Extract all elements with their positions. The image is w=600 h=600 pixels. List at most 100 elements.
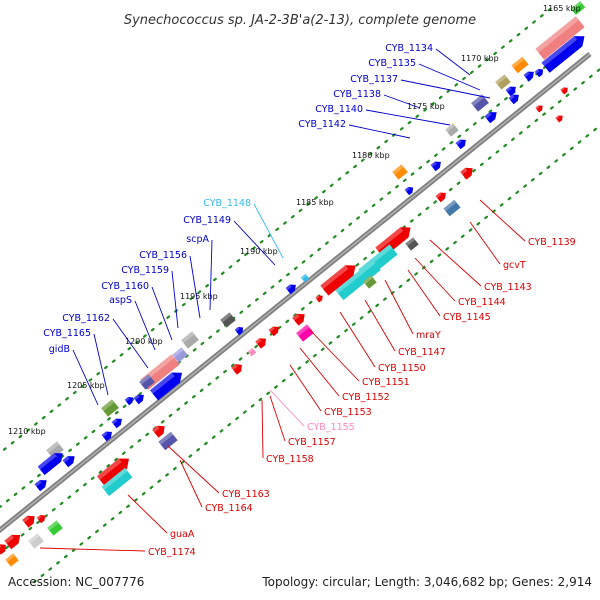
gene-box-32 — [220, 312, 236, 328]
gene-shine-2 — [541, 36, 578, 67]
gene-box-9 — [471, 94, 489, 112]
gene-feature-50 — [46, 441, 64, 459]
gene-feature-10 — [484, 112, 497, 124]
gene-shine-25 — [363, 275, 374, 285]
gene-shine-40 — [139, 374, 151, 385]
gene-feature-27 — [300, 273, 310, 283]
gene-shine-26 — [285, 284, 292, 291]
gene-box-35 — [231, 364, 242, 375]
gene-box-29 — [296, 324, 314, 342]
gene-box-30 — [268, 326, 279, 337]
gene-box-28 — [292, 313, 305, 326]
gene-shine-8 — [505, 86, 512, 93]
gene-shine-62 — [535, 105, 540, 110]
gene-shine-64 — [315, 295, 320, 300]
gene-label-cyb-1145: CYB_1145 — [443, 312, 491, 323]
gene-shine-5 — [534, 69, 540, 74]
gene-shine-45 — [101, 399, 115, 412]
gene-feature-23 — [335, 259, 381, 301]
gene-shine-59 — [5, 553, 16, 563]
gene-label-cyb-1143: CYB_1143 — [484, 282, 532, 293]
gene-shine-54 — [22, 515, 30, 523]
gene-box-12 — [445, 123, 459, 137]
gene-shine-41 — [133, 394, 140, 401]
leader-line-18 — [469, 221, 501, 265]
gene-box-6 — [570, 1, 586, 15]
gene-box-50 — [46, 441, 64, 459]
leader-line-34 — [39, 547, 146, 552]
gene-feature-47 — [101, 431, 112, 442]
forward-gene-labels: CYB_1134 CYB_1135 CYB_1137 CYB_1138 CYB_… — [43, 43, 433, 355]
gene-label-cyb-1134: CYB_1134 — [385, 43, 433, 54]
tick-ring-2 — [0, 38, 580, 509]
gene-box-24 — [320, 265, 356, 296]
kbp-label-1200: 1200 kbp — [125, 337, 163, 346]
gene-box-39 — [149, 372, 183, 401]
gene-shine-11 — [508, 94, 515, 101]
gene-label-cyb-1153: CYB_1153 — [324, 407, 372, 418]
leader-line-31 — [167, 445, 220, 494]
gene-shine-61 — [560, 87, 565, 92]
gene-feature-44 — [158, 431, 178, 451]
gene-feature-15 — [430, 161, 441, 172]
kbp-label-1205: 1205 kbp — [67, 381, 105, 390]
leader-line-16 — [72, 349, 99, 406]
gene-box-41 — [133, 394, 144, 405]
gene-feature-62 — [535, 105, 543, 113]
leader-line-2 — [418, 63, 481, 91]
gene-label-cyb-1140: CYB_1140 — [315, 104, 363, 115]
gene-shine-63 — [555, 115, 560, 120]
leader-line-33 — [127, 494, 168, 534]
gene-shine-12 — [445, 123, 456, 133]
gene-shine-32 — [220, 312, 232, 323]
gene-box-16 — [404, 187, 414, 196]
gene-box-44 — [158, 431, 178, 451]
gene-shine-55 — [4, 534, 15, 544]
gene-feature-55 — [4, 534, 21, 550]
gene-label-cyb-1147: CYB_1147 — [398, 347, 446, 358]
gene-shine-49 — [101, 467, 128, 491]
gene-feature-33 — [234, 327, 244, 336]
gene-box-17 — [460, 167, 473, 180]
gene-feature-39 — [149, 372, 183, 401]
gene-feature-41 — [133, 394, 144, 405]
gene-shine-28 — [292, 313, 300, 321]
gene-feature-11 — [508, 94, 519, 105]
gene-shine-3 — [511, 56, 525, 69]
map-title: Synechococcus sp. JA-2-3B'a(2-13), compl… — [124, 13, 476, 28]
gene-box-23 — [335, 259, 381, 301]
gene-feature-37 — [172, 347, 188, 363]
gene-box-61 — [560, 87, 568, 95]
gene-box-21 — [405, 237, 419, 251]
gene-box-46 — [111, 418, 122, 429]
gene-box-11 — [508, 94, 519, 105]
gene-feature-34 — [247, 347, 257, 357]
gene-feature-3 — [511, 56, 529, 74]
gene-box-4 — [523, 71, 534, 82]
gene-feature-30 — [268, 326, 279, 337]
gene-shine-29 — [296, 324, 310, 337]
gene-feature-42 — [124, 397, 134, 406]
gene-feature-63 — [555, 115, 563, 123]
gene-box-8 — [505, 86, 516, 97]
gene-label-cyb-1162: CYB_1162 — [62, 313, 110, 324]
gene-label-cyb-1135: CYB_1135 — [368, 58, 416, 69]
gene-feature-24 — [320, 265, 356, 296]
leader-line-4 — [383, 94, 421, 109]
kbp-label-1210: 1210 kbp — [8, 427, 46, 436]
leader-line-5 — [365, 109, 451, 126]
leader-line-1 — [435, 48, 471, 76]
gene-box-52 — [62, 456, 75, 468]
gene-shine-53 — [34, 480, 42, 487]
gene-shine-31 — [255, 338, 262, 345]
leader-line-24 — [339, 311, 376, 368]
kbp-label-1175: 1175 kbp — [407, 102, 445, 111]
leader-line-27 — [289, 364, 322, 412]
gene-shine-19 — [435, 192, 442, 199]
leader-line-9 — [209, 239, 213, 311]
gene-box-25 — [363, 275, 377, 289]
gene-shine-15 — [430, 161, 437, 168]
gene-box-63 — [555, 115, 563, 123]
leader-line-23 — [364, 299, 396, 352]
gene-feature-17 — [460, 167, 473, 180]
